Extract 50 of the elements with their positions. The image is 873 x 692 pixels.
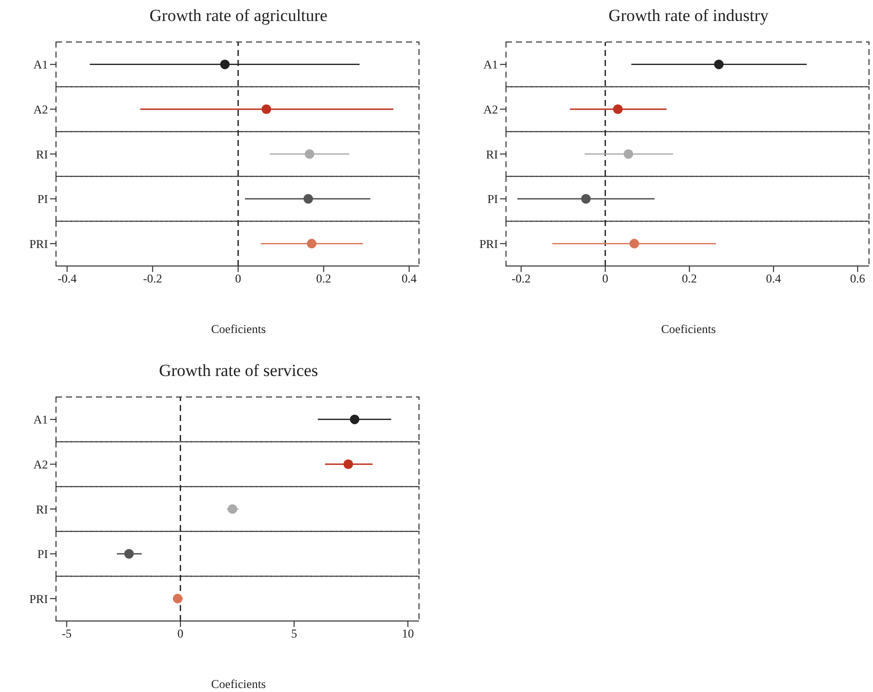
x-tick-label: 10: [402, 626, 414, 641]
y-tick-label: RI: [486, 147, 498, 162]
x-tick-label: 0.4: [766, 272, 782, 286]
y-tick-label: PI: [37, 547, 48, 562]
point: [220, 60, 230, 70]
y-tick-label: PRI: [29, 592, 48, 606]
x-tick-label: 5: [291, 626, 298, 641]
point: [262, 104, 272, 114]
point: [124, 549, 134, 559]
x-tick-label: 0.4: [402, 272, 417, 286]
chart-title: Growth rate of agriculture: [148, 6, 328, 26]
point: [629, 238, 640, 248]
x-tick-label: 0.6: [850, 272, 866, 286]
point: [624, 149, 634, 159]
x-axis-title: Coeficients: [210, 677, 267, 692]
chart-title: Growth rate of services: [158, 361, 320, 381]
x-tick-label: 0: [177, 626, 184, 641]
point: [714, 60, 724, 70]
y-tick-label: RI: [36, 502, 48, 516]
point: [343, 459, 354, 469]
x-tick-label: -0.2: [512, 272, 531, 286]
x-tick-label: 0: [602, 272, 608, 286]
y-tick-label: PRI: [479, 236, 498, 251]
y-tick-label: RI: [36, 147, 48, 162]
y-tick-label: PI: [487, 192, 498, 206]
chart-title: Growth rate of industry: [607, 6, 770, 26]
y-tick-label: A1: [33, 58, 48, 72]
point: [306, 238, 316, 248]
y-tick-label: A2: [33, 102, 48, 116]
x-tick-label: 0: [235, 272, 242, 286]
x-tick-label: 0.2: [316, 272, 332, 286]
point: [303, 194, 314, 204]
x-axis-title: Coeficients: [210, 322, 267, 337]
point: [228, 504, 238, 514]
point: [581, 194, 591, 204]
y-tick-label: A1: [33, 412, 48, 427]
x-axis-title: Coeficients: [660, 322, 717, 337]
point: [350, 414, 360, 424]
point: [613, 104, 623, 114]
y-tick-label: PRI: [29, 236, 48, 251]
y-tick-label: A2: [483, 102, 498, 116]
x-tick-label: 0.2: [682, 272, 697, 286]
x-tick-label: -0.4: [58, 272, 77, 286]
y-tick-label: A1: [483, 58, 498, 72]
x-tick-label: -0.2: [143, 272, 162, 286]
point: [172, 594, 182, 604]
y-tick-label: PI: [37, 192, 48, 206]
point: [304, 149, 314, 159]
y-tick-label: A2: [33, 457, 48, 472]
x-tick-label: -5: [62, 626, 72, 641]
